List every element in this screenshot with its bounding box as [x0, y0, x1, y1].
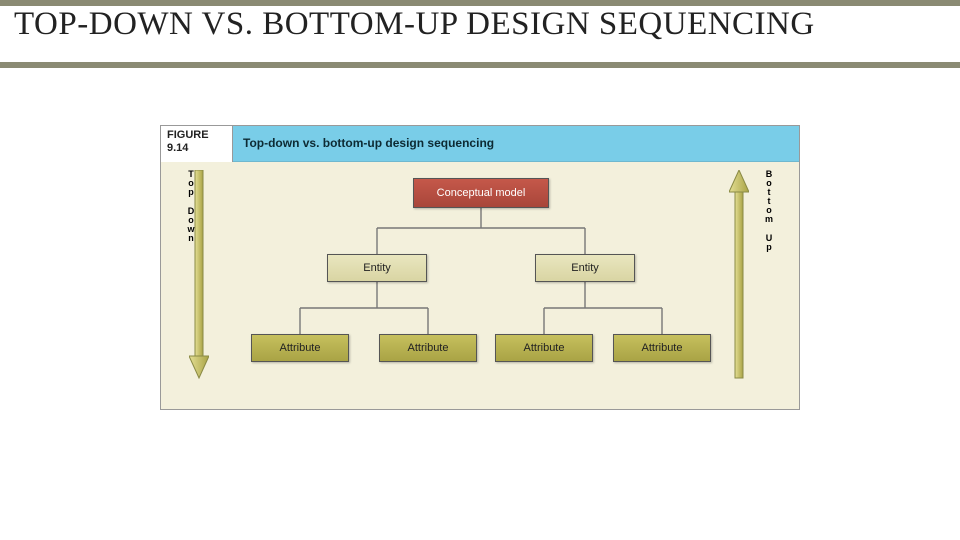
figure-caption: Top-down vs. bottom-up design sequencing — [233, 126, 799, 162]
arrow-up-icon — [729, 170, 749, 380]
node-conceptual-model: Conceptual model — [413, 178, 549, 208]
right-label-bottom: Bottom — [747, 170, 791, 224]
node-attribute-1: Attribute — [251, 334, 349, 362]
node-attribute-4: Attribute — [613, 334, 711, 362]
node-attribute-2: Attribute — [379, 334, 477, 362]
node-entity-2: Entity — [535, 254, 635, 282]
diagram-area: Top Down Bottom Up — [161, 162, 799, 409]
node-entity-1: Entity — [327, 254, 427, 282]
arrow-down-icon — [189, 170, 209, 380]
figure-914: FIGURE 9.14 Top-down vs. bottom-up desig… — [160, 125, 800, 410]
left-arrow-column: Top Down — [169, 170, 213, 243]
figure-number: FIGURE 9.14 — [161, 126, 233, 162]
right-arrow-column: Bottom Up — [747, 170, 791, 252]
figure-header: FIGURE 9.14 Top-down vs. bottom-up desig… — [161, 126, 799, 162]
right-label-up: Up — [747, 234, 791, 252]
slide-title: TOP-DOWN VS. BOTTOM-UP DESIGN SEQUENCING — [14, 6, 815, 44]
node-attribute-3: Attribute — [495, 334, 593, 362]
